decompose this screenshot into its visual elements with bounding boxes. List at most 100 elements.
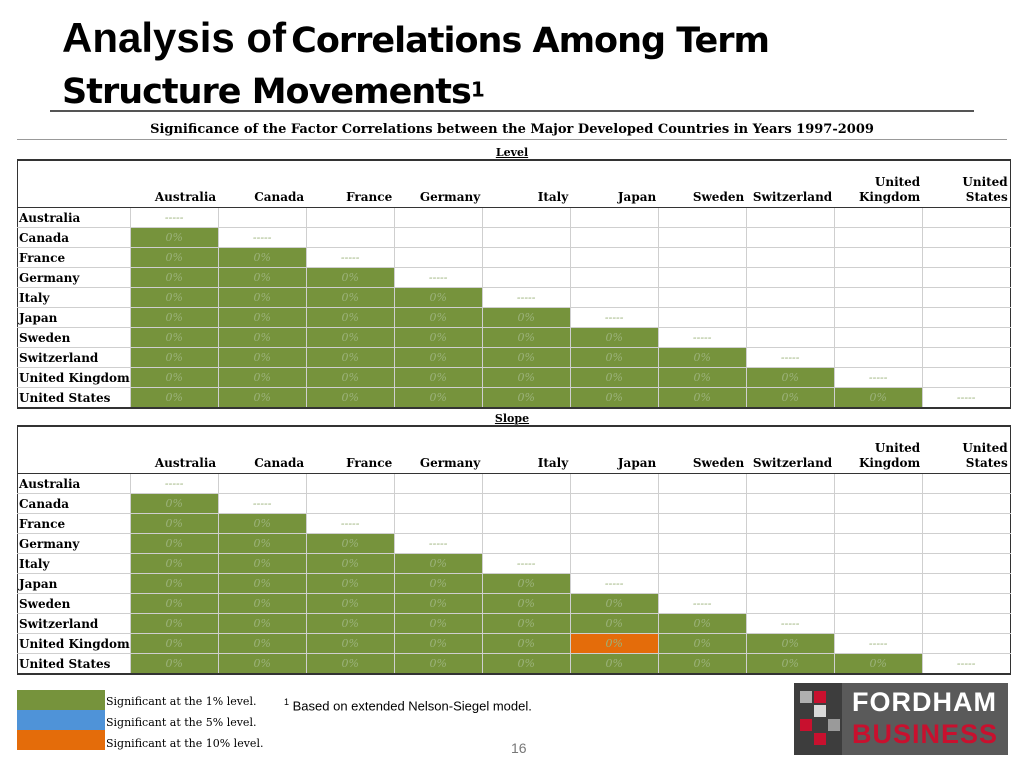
row-label: Switzerland [17, 347, 131, 368]
empty-cell [657, 227, 747, 248]
table-subtitle: Significance of the Factor Correlations … [150, 122, 874, 137]
empty-cell [745, 247, 835, 268]
empty-cell [745, 473, 835, 494]
correlation-cell: 0% [217, 287, 307, 308]
diagonal-cell: ----- [129, 207, 219, 228]
empty-cell [569, 473, 659, 494]
correlation-cell: 0% [833, 387, 923, 409]
correlation-cell: 0% [129, 347, 219, 368]
column-header: France [306, 159, 395, 208]
empty-cell [393, 227, 483, 248]
legend-label-5pct: Significant at the 5% level. [106, 716, 257, 729]
correlation-cell: 0% [745, 633, 835, 654]
correlation-cell: 0% [481, 633, 571, 654]
correlation-cell: 0% [393, 347, 483, 368]
correlation-cell: 0% [745, 367, 835, 388]
empty-cell [481, 513, 571, 534]
slope-significance-table: Australia Canada France Germany Italy Japan Sw… [17, 425, 1011, 675]
correlation-cell: 0% [217, 653, 307, 675]
subtitle-divider [17, 139, 1007, 140]
correlation-cell: 0% [305, 653, 395, 675]
correlation-cell: 0% [129, 387, 219, 409]
correlation-cell: 0% [305, 613, 395, 634]
empty-cell [833, 513, 923, 534]
correlation-cell: 0% [569, 327, 659, 348]
empty-cell [745, 493, 835, 514]
row-label: United States [17, 387, 131, 409]
empty-cell [657, 287, 747, 308]
empty-cell [833, 307, 923, 328]
column-header: United Kingdom [834, 159, 923, 208]
empty-cell [921, 573, 1011, 594]
column-header: Sweden [658, 425, 747, 474]
correlation-cell: 0% [305, 573, 395, 594]
empty-cell [393, 513, 483, 534]
empty-cell [745, 327, 835, 348]
empty-cell [305, 473, 395, 494]
diagonal-cell: ----- [217, 493, 307, 514]
empty-cell [833, 207, 923, 228]
empty-cell [481, 533, 571, 554]
correlation-cell: 0% [217, 613, 307, 634]
legend-label-1pct: Significant at the 1% level. [106, 695, 257, 708]
legend-label-10pct: Significant at the 10% level. [106, 737, 264, 750]
correlation-cell: 0% [393, 633, 483, 654]
correlation-cell: 0% [129, 327, 219, 348]
empty-cell [833, 533, 923, 554]
row-label: Canada [17, 493, 131, 514]
legend-swatch-1pct [17, 690, 105, 710]
correlation-cell: 0% [833, 653, 923, 675]
correlation-cell: 0% [129, 613, 219, 634]
diagonal-cell: ----- [569, 573, 659, 594]
correlation-cell: 0% [569, 387, 659, 409]
empty-cell [745, 573, 835, 594]
table-row: Sweden 0% 0% 0% 0% 0% 0% ----- [17, 593, 1011, 614]
column-header: Canada [218, 159, 307, 208]
table-row: United States 0% 0% 0% 0% 0% 0% 0% 0% 0% ----- [17, 387, 1011, 409]
table-row: Australia ----- [17, 473, 1011, 494]
correlation-cell: 0% [481, 613, 571, 634]
footnote-mark: 1 [284, 697, 290, 707]
row-label: Australia [17, 207, 131, 228]
correlation-cell: 0% [217, 513, 307, 534]
column-header: Australia [130, 425, 219, 474]
empty-cell [657, 573, 747, 594]
correlation-cell: 0% [393, 287, 483, 308]
correlation-cell: 0% [129, 633, 219, 654]
correlation-cell: 0% [129, 367, 219, 388]
empty-cell [657, 513, 747, 534]
empty-cell [657, 473, 747, 494]
title-part2: Correlations Among Term [291, 21, 770, 61]
empty-cell [569, 227, 659, 248]
correlation-cell: 0% [129, 573, 219, 594]
empty-cell [921, 347, 1011, 368]
table-row: Japan 0% 0% 0% 0% 0% ----- [17, 573, 1011, 594]
table-row: France 0% 0% ----- [17, 513, 1011, 534]
column-header: Germany [394, 159, 483, 208]
empty-cell [833, 573, 923, 594]
empty-cell [745, 593, 835, 614]
empty-cell [305, 207, 395, 228]
table-row: United States 0% 0% 0% 0% 0% 0% 0% 0% 0% ----- [17, 653, 1011, 675]
correlation-cell: 0% [129, 307, 219, 328]
table-row: Italy 0% 0% 0% 0% ----- [17, 287, 1011, 308]
empty-cell [481, 227, 571, 248]
empty-cell [393, 493, 483, 514]
correlation-cell: 0% [129, 553, 219, 574]
empty-cell [745, 553, 835, 574]
slide-title-line1: Analysis of Correlations Among Term [62, 14, 770, 62]
empty-cell [833, 613, 923, 634]
correlation-cell: 0% [129, 267, 219, 288]
diagonal-cell: ----- [305, 513, 395, 534]
empty-cell [745, 207, 835, 228]
column-header: Switzerland [746, 425, 835, 474]
empty-cell [481, 207, 571, 228]
empty-cell [921, 367, 1011, 388]
diagonal-cell: ----- [921, 653, 1011, 675]
table-header-row: Australia Canada France Germany Italy Japan Sw… [17, 159, 1011, 208]
empty-cell [657, 267, 747, 288]
empty-cell [921, 533, 1011, 554]
correlation-cell: 0% [569, 653, 659, 675]
diagonal-cell: ----- [833, 367, 923, 388]
diagonal-cell: ----- [481, 287, 571, 308]
